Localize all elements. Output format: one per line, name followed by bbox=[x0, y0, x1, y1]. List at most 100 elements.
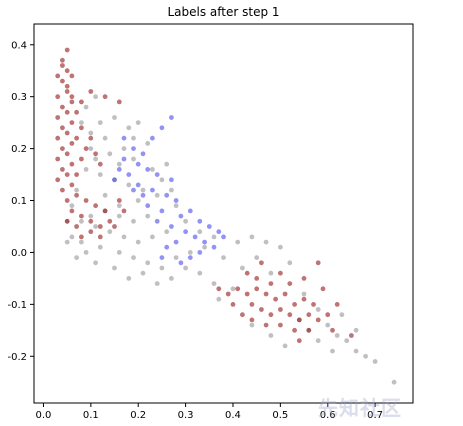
data-point-gray bbox=[135, 120, 141, 125]
data-point-blue bbox=[131, 187, 136, 193]
data-point-red bbox=[254, 286, 260, 292]
data-point-gray bbox=[88, 213, 94, 219]
data-point-gray bbox=[164, 161, 170, 167]
x-tick-label: 0.7 bbox=[367, 410, 383, 421]
data-point-red bbox=[244, 291, 250, 297]
data-point-red bbox=[64, 151, 70, 157]
data-point-gray bbox=[325, 322, 331, 328]
data-point-red bbox=[69, 99, 75, 105]
data-point-gray bbox=[154, 192, 160, 198]
data-point-red bbox=[74, 135, 79, 141]
data-point-blue bbox=[145, 203, 151, 209]
data-point-gray bbox=[83, 167, 89, 172]
data-point-gray bbox=[173, 255, 179, 260]
data-point-red bbox=[60, 57, 65, 63]
data-point-blue bbox=[197, 250, 203, 255]
data-point-blue bbox=[150, 187, 155, 193]
data-point-gray bbox=[169, 276, 174, 281]
watermark-text: 先知社区 bbox=[318, 396, 402, 420]
data-point-gray bbox=[140, 270, 146, 276]
data-point-red bbox=[88, 135, 94, 141]
x-tick-label: 0.3 bbox=[178, 410, 194, 421]
y-tick-label: 0.1 bbox=[11, 196, 27, 207]
data-point-red bbox=[93, 203, 98, 209]
data-point-gray bbox=[183, 218, 189, 224]
data-point-blue bbox=[197, 218, 203, 224]
data-point-red bbox=[306, 312, 312, 318]
data-point-red bbox=[273, 296, 278, 302]
data-point-gray bbox=[187, 250, 193, 255]
data-point-gray bbox=[121, 146, 127, 152]
data-point-red bbox=[64, 130, 70, 136]
data-point-red bbox=[268, 312, 274, 318]
data-point-red bbox=[254, 276, 260, 281]
data-point-blue bbox=[150, 135, 155, 141]
data-point-blue bbox=[145, 167, 151, 172]
data-point-gray bbox=[79, 120, 84, 125]
data-point-blue bbox=[173, 239, 179, 245]
y-tick-label: 0.4 bbox=[11, 40, 27, 51]
data-point-red bbox=[268, 281, 274, 286]
data-point-gray bbox=[93, 156, 98, 162]
data-point-gray bbox=[254, 255, 260, 260]
data-point-blue bbox=[154, 172, 160, 178]
data-point-gray bbox=[391, 379, 397, 385]
data-point-red bbox=[60, 78, 65, 84]
data-point-gray bbox=[83, 250, 89, 255]
data-point-gray bbox=[282, 343, 288, 349]
data-point-gray bbox=[159, 177, 165, 183]
data-point-gray bbox=[112, 115, 117, 120]
data-point-red bbox=[102, 208, 108, 214]
data-point-gray bbox=[353, 327, 359, 333]
data-point-gray bbox=[107, 229, 113, 235]
data-point-gray bbox=[97, 120, 103, 125]
data-point-gray bbox=[116, 203, 122, 209]
data-point-gray bbox=[145, 260, 151, 266]
data-point-red bbox=[60, 104, 65, 110]
data-point-gray bbox=[131, 135, 136, 141]
data-point-gray bbox=[301, 291, 307, 297]
data-point-red bbox=[301, 276, 307, 281]
data-point-red bbox=[83, 198, 89, 203]
data-point-red bbox=[301, 296, 307, 302]
data-point-red bbox=[69, 141, 75, 146]
data-point-red bbox=[64, 198, 70, 203]
data-point-gray bbox=[131, 255, 136, 260]
data-point-blue bbox=[159, 125, 165, 131]
data-point-gray bbox=[344, 338, 350, 344]
data-point-gray bbox=[164, 229, 170, 235]
data-point-gray bbox=[330, 348, 335, 354]
data-point-blue bbox=[159, 208, 165, 214]
data-point-red bbox=[74, 192, 79, 198]
data-point-red bbox=[249, 317, 255, 323]
data-point-blue bbox=[192, 234, 198, 240]
data-point-gray bbox=[64, 239, 70, 245]
data-point-blue bbox=[159, 255, 165, 260]
data-point-gray bbox=[93, 94, 98, 100]
data-point-red bbox=[64, 218, 70, 224]
data-point-red bbox=[296, 317, 302, 323]
data-point-gray bbox=[121, 234, 127, 240]
data-point-red bbox=[79, 99, 84, 105]
data-point-red bbox=[55, 135, 61, 141]
data-point-red bbox=[116, 198, 122, 203]
data-point-blue bbox=[169, 177, 174, 183]
data-point-red bbox=[240, 312, 245, 318]
data-point-blue bbox=[135, 182, 141, 188]
data-point-red bbox=[97, 224, 103, 229]
data-point-red bbox=[64, 47, 70, 53]
data-point-red bbox=[235, 286, 241, 292]
x-tick-label: 0.2 bbox=[130, 410, 146, 421]
data-point-gray bbox=[268, 270, 274, 276]
data-point-red bbox=[116, 99, 122, 105]
axes-layer: 0.0 0.1 0.2 0.3 0.4 0.5 0.6 0.7 0.4 0.3 0.2 0.1 0.0 -… bbox=[7, 23, 414, 421]
data-point-red bbox=[278, 270, 283, 276]
data-point-gray bbox=[140, 187, 146, 193]
data-point-gray bbox=[79, 218, 84, 224]
data-point-blue bbox=[187, 208, 193, 214]
data-point-blue bbox=[135, 161, 141, 167]
data-point-gray bbox=[74, 255, 79, 260]
data-point-red bbox=[320, 286, 326, 292]
points-layer bbox=[55, 47, 397, 385]
data-point-blue bbox=[221, 234, 226, 240]
